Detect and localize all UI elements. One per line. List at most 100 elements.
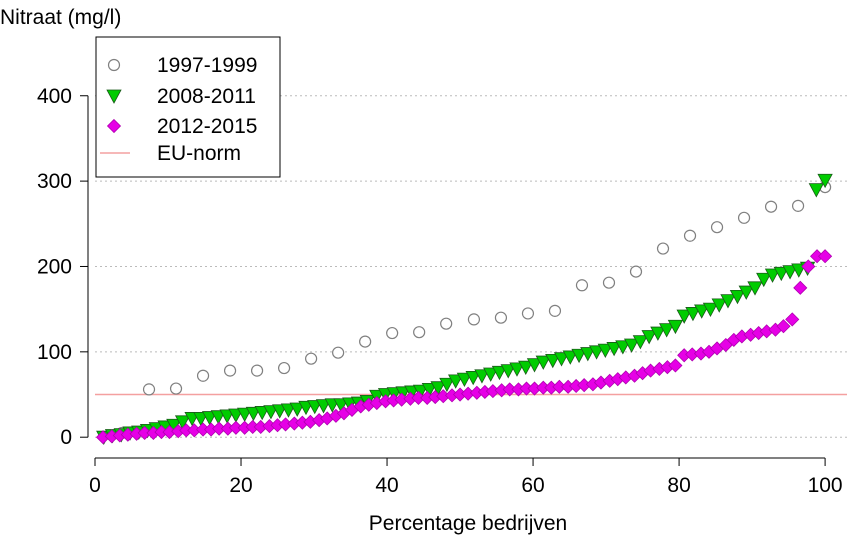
point-1997-1999 — [169, 382, 183, 395]
point-2008-2011 — [465, 371, 481, 386]
point-2008-2011 — [764, 268, 781, 283]
legend-label: EU-norm — [157, 142, 241, 165]
point-2008-2011 — [210, 410, 227, 425]
point-1997-1999 — [305, 352, 318, 365]
point-2008-2011 — [658, 323, 675, 338]
point-2008-2011 — [615, 340, 631, 355]
point-1997-1999 — [359, 335, 372, 348]
legend-label: 2008-2011 — [157, 85, 256, 108]
point-2008-2011 — [333, 398, 349, 413]
point-2008-2011 — [773, 266, 789, 282]
x-tick-label: 60 — [521, 474, 544, 497]
point-2008-2011 — [456, 372, 473, 387]
y-axis-title: Nitraat (mg/l) — [0, 6, 121, 29]
point-2008-2011 — [193, 412, 209, 427]
point-2008-2011 — [474, 369, 490, 384]
legend-marker-1997-1999 — [107, 58, 121, 72]
point-2008-2011 — [518, 360, 534, 376]
point-1997-1999 — [332, 346, 345, 359]
point-2008-2011 — [289, 402, 305, 417]
point-2008-2011 — [597, 343, 614, 358]
point-1997-1999 — [683, 229, 697, 242]
point-1997-1999 — [277, 361, 291, 375]
data-points — [95, 173, 833, 446]
point-2008-2011 — [272, 404, 288, 419]
point-1997-1999 — [710, 221, 724, 234]
point-2008-2011 — [545, 353, 561, 369]
point-1997-1999 — [250, 364, 264, 377]
legend-label: 2012-2015 — [157, 115, 257, 138]
y-tick-label: 100 — [37, 341, 72, 364]
point-1997-1999 — [737, 211, 751, 224]
point-2008-2011 — [729, 289, 746, 305]
point-2008-2011 — [817, 173, 833, 189]
axes — [80, 95, 826, 466]
point-2008-2011 — [623, 338, 640, 353]
point-2008-2011 — [430, 381, 446, 396]
point-1997-1999 — [602, 276, 616, 289]
point-2008-2011 — [562, 350, 578, 365]
point-2008-2011 — [632, 335, 649, 350]
legend-marker-2008-2011 — [106, 89, 122, 104]
x-tick-label: 100 — [808, 474, 843, 497]
point-2008-2011 — [650, 326, 666, 341]
point-2008-2011 — [307, 400, 323, 415]
point-2008-2011 — [685, 307, 701, 322]
point-2008-2011 — [694, 304, 710, 319]
point-2008-2011 — [606, 342, 622, 357]
point-2008-2011 — [491, 365, 508, 381]
point-2008-2011 — [404, 385, 420, 400]
point-2008-2011 — [747, 281, 763, 296]
point-2008-2011 — [483, 367, 499, 382]
point-2012-2015 — [801, 259, 816, 274]
point-2008-2011 — [782, 265, 798, 280]
tick-labels: 0 100 200 300 400 0 20 40 60 80 100 — [37, 85, 843, 497]
point-2008-2011 — [245, 406, 262, 422]
point-1997-1999 — [629, 265, 643, 278]
point-2008-2011 — [667, 319, 684, 335]
x-tick-label: 40 — [375, 474, 398, 497]
point-1997-1999 — [440, 317, 453, 330]
x-axis-title: Percentage bedrijven — [369, 512, 567, 535]
point-2008-2011 — [808, 183, 825, 198]
point-2008-2011 — [174, 415, 191, 430]
point-2008-2011 — [421, 382, 438, 398]
point-2008-2011 — [580, 347, 596, 362]
point-2008-2011 — [702, 302, 719, 317]
point-2012-2015 — [785, 312, 800, 327]
point-1997-1999 — [196, 369, 210, 382]
point-2008-2011 — [571, 348, 587, 364]
point-2012-2015 — [776, 319, 791, 334]
point-2008-2011 — [412, 384, 429, 399]
point-1997-1999 — [142, 383, 156, 396]
point-2008-2011 — [676, 309, 692, 324]
point-2008-2011 — [254, 406, 270, 421]
point-1997-1999 — [656, 242, 670, 255]
point-2008-2011 — [535, 355, 551, 370]
point-1997-1999 — [494, 311, 508, 324]
point-1997-1999 — [386, 326, 399, 340]
point-1997-1999 — [575, 279, 589, 292]
point-2008-2011 — [263, 405, 279, 420]
x-tick-label: 20 — [229, 474, 252, 497]
point-2008-2011 — [738, 285, 754, 300]
y-tick-label: 200 — [37, 255, 72, 278]
point-2012-2015 — [818, 249, 833, 264]
y-tick-label: 0 — [60, 426, 72, 449]
point-2008-2011 — [553, 352, 570, 367]
point-1997-1999 — [413, 326, 426, 339]
point-2008-2011 — [756, 272, 772, 288]
point-2008-2011 — [720, 294, 736, 309]
point-1997-1999 — [791, 199, 805, 212]
y-tick-label: 300 — [37, 170, 72, 193]
point-2008-2011 — [280, 403, 297, 418]
point-2008-2011 — [298, 400, 314, 416]
point-1997-1999 — [548, 304, 562, 317]
point-2008-2011 — [219, 409, 235, 424]
point-2008-2011 — [395, 386, 411, 401]
legend-label: 1997-1999 — [157, 54, 257, 77]
point-1997-1999 — [764, 200, 778, 213]
point-2012-2015 — [668, 358, 683, 373]
point-2008-2011 — [509, 362, 525, 377]
